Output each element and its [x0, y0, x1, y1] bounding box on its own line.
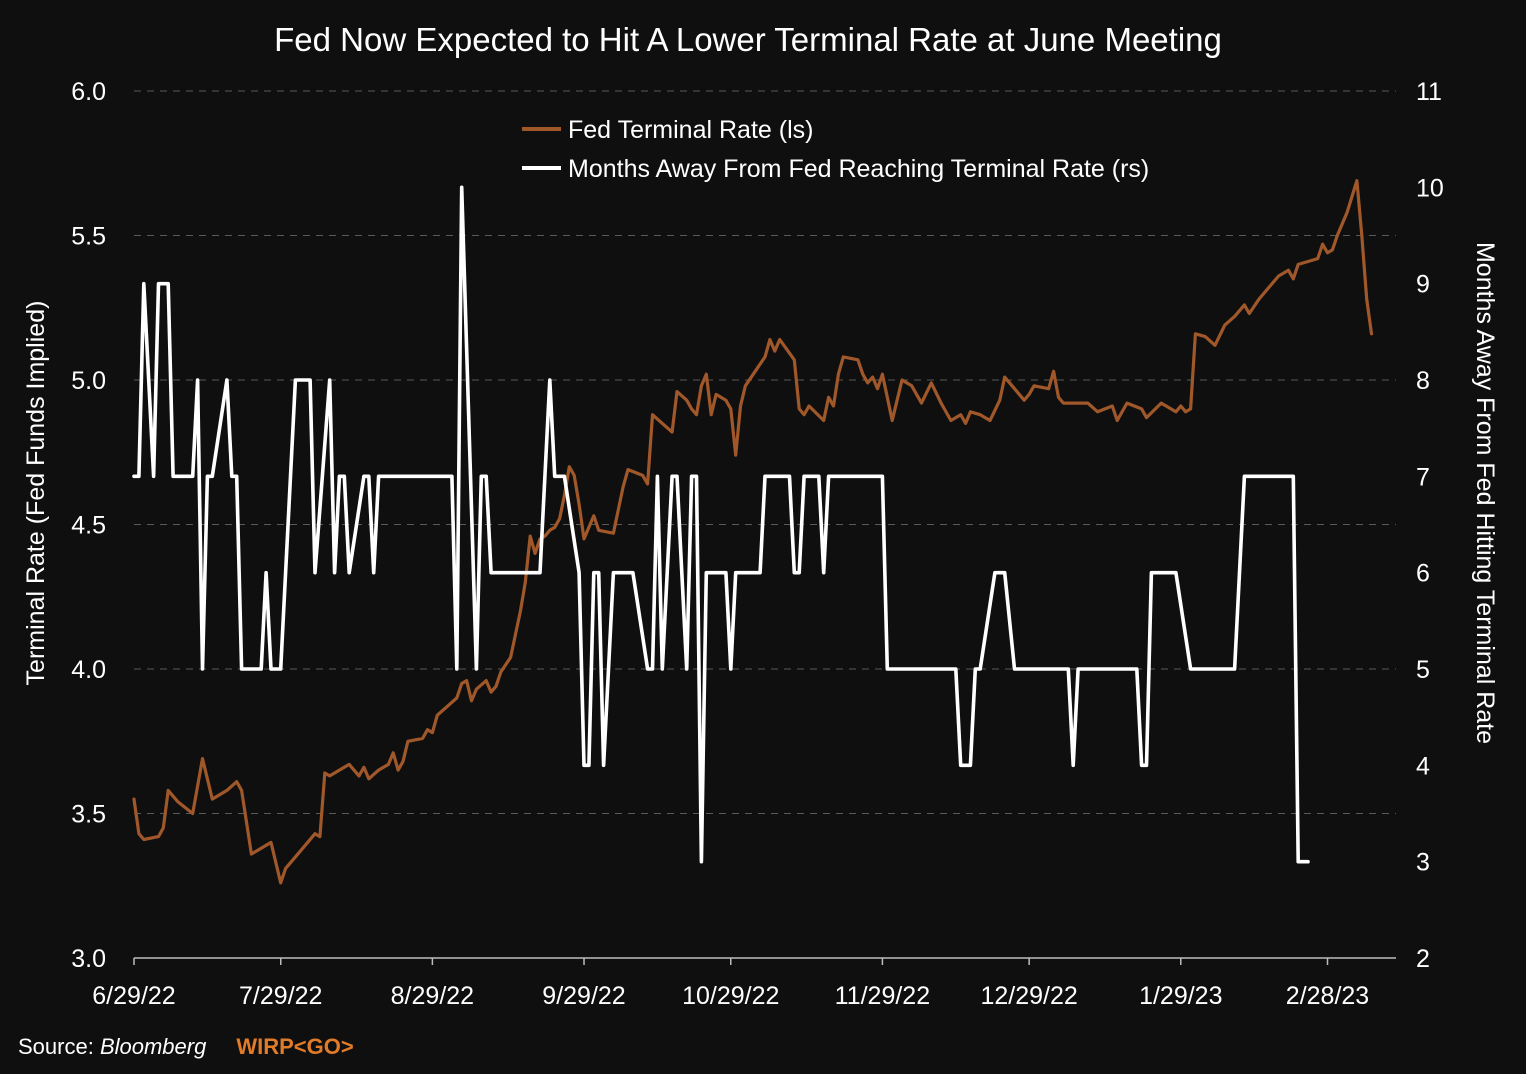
- x-tick-label: 2/28/23: [1286, 982, 1369, 1010]
- right-axis: 2 3 4 5 6 7 8 9 10 11: [1416, 78, 1444, 973]
- left-axis-label: Terminal Rate (Fed Funds Implied): [22, 301, 50, 686]
- ticker-code: WIRP<GO>: [236, 1034, 354, 1059]
- source-name: Bloomberg: [99, 1034, 207, 1059]
- x-tick-label: 11/29/22: [835, 982, 930, 1010]
- right-tick-label: 4: [1416, 752, 1430, 780]
- right-tick-label: 7: [1416, 463, 1430, 491]
- right-tick-label: 6: [1416, 560, 1430, 588]
- left-tick-label: 5.0: [71, 367, 106, 395]
- right-tick-label: 9: [1416, 271, 1430, 299]
- right-axis-label: Months Away From Fed Hitting Terminal Ra…: [1471, 242, 1499, 744]
- left-axis: 3.0 3.5 4.0 4.5 5.0 5.5 6.0: [71, 78, 106, 973]
- months-away-line: [132, 185, 1310, 864]
- left-tick-label: 3.0: [71, 945, 106, 973]
- legend-label-terminal-rate: Fed Terminal Rate (ls): [568, 116, 813, 144]
- x-tick-label: 8/29/22: [391, 982, 474, 1010]
- x-tick-label: 6/29/22: [92, 982, 175, 1010]
- right-tick-label: 11: [1416, 78, 1442, 106]
- right-tick-label: 5: [1416, 656, 1430, 684]
- right-tick-label: 10: [1416, 174, 1444, 202]
- left-tick-label: 4.0: [71, 656, 106, 684]
- x-tick-label: 7/29/22: [239, 982, 322, 1010]
- gridlines: [134, 90, 1396, 814]
- legend: Fed Terminal Rate (ls) Months Away From …: [522, 116, 1149, 183]
- x-axis: 6/29/22 7/29/22 8/29/22 9/29/22 10/29/22 11/2…: [92, 958, 1369, 1010]
- chart-title: Fed Now Expected to Hit A Lower Terminal…: [274, 21, 1222, 58]
- left-tick-label: 5.5: [71, 223, 106, 251]
- x-tick-label: 10/29/22: [682, 982, 779, 1010]
- right-tick-label: 3: [1416, 849, 1430, 877]
- source-footer: Source: Bloomberg WIRP<GO>: [18, 1034, 354, 1060]
- left-tick-label: 6.0: [71, 78, 106, 106]
- series-lines: [132, 179, 1374, 885]
- right-tick-label: 2: [1416, 945, 1430, 973]
- x-tick-label: 9/29/22: [542, 982, 625, 1010]
- terminal-rate-line: [132, 179, 1374, 885]
- source-label: Source:: [18, 1034, 100, 1059]
- right-tick-label: 8: [1416, 367, 1430, 395]
- left-tick-label: 3.5: [71, 801, 106, 829]
- left-tick-label: 4.5: [71, 512, 106, 540]
- legend-label-months-away: Months Away From Fed Reaching Terminal R…: [568, 155, 1149, 183]
- x-tick-label: 1/29/23: [1139, 982, 1222, 1010]
- x-tick-label: 12/29/22: [980, 982, 1077, 1010]
